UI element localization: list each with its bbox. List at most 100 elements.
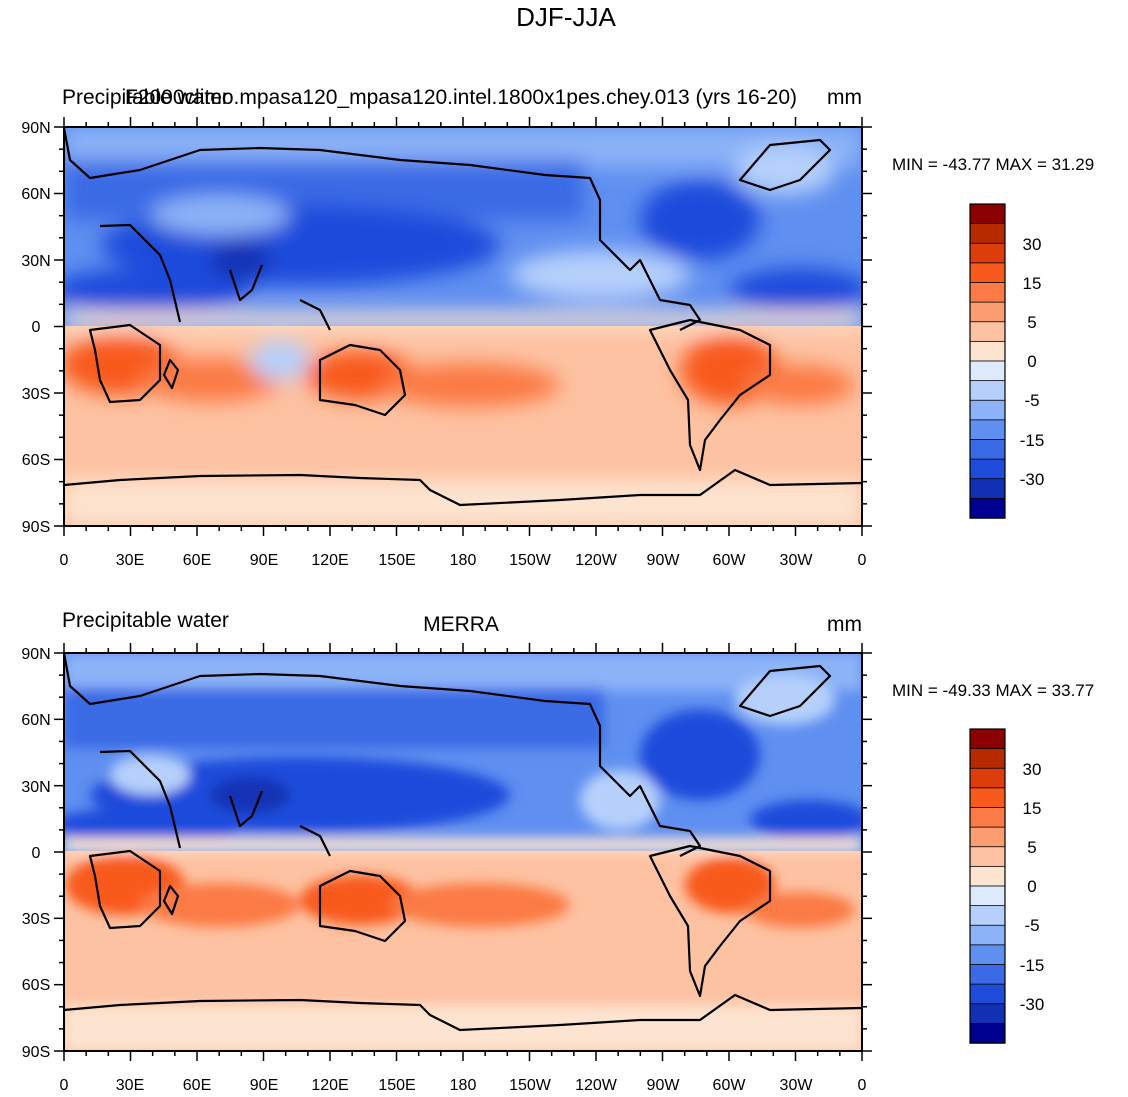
lon-tick-label: 90W [647,552,681,569]
lat-tick-label: 90S [22,1044,50,1061]
map-field [64,127,862,526]
panel-merra: Precipitable water MERRA mm [21,609,1094,1094]
colorbar-label: -5 [1024,916,1039,935]
figure-title: DJF-JJA [516,2,616,32]
lon-axis-labels: 0 30E 60E 90E 120E 150E 180 150W 120W 90… [60,552,867,569]
lon-tick-label: 0 [60,1077,69,1094]
lat-tick-label: 60S [22,977,50,994]
lat-tick-label: 90S [22,519,50,536]
colorbar-swatch [969,905,1006,926]
colorbar-swatch [969,1022,1006,1044]
colorbar-swatch [969,787,1006,809]
lon-tick-label: 60W [713,1077,747,1094]
lon-tick-label: 120W [575,1077,618,1094]
lon-tick-label: 30E [116,1077,144,1094]
min-max-label: MIN = -49.33 MAX = 33.77 [892,681,1094,700]
lon-tick-label: 90E [250,552,278,569]
lat-tick-label: 30N [21,253,50,270]
min-max-label: MIN = -43.77 MAX = 31.29 [892,155,1094,174]
colorbar-label: -5 [1024,391,1039,410]
colorbar-swatch [969,497,1006,519]
lat-axis-labels: 90N 60N 30N 0 30S 60S 90S [21,120,50,536]
colorbar-swatch [969,924,1006,946]
colorbar-swatch [969,262,1006,284]
lat-tick-label: 0 [32,319,41,336]
colorbar-swatch [969,242,1006,264]
axis-ticks [54,643,872,1061]
panel-units: mm [827,86,862,109]
colorbar-swatch [969,380,1006,401]
colorbar-swatch [969,223,1006,244]
lon-tick-label: 90W [647,1077,681,1094]
lon-tick-label: 150W [509,552,552,569]
colorbar-swatch [969,767,1006,789]
lon-tick-label: 60W [713,552,747,569]
panel-units: mm [827,613,862,636]
lon-tick-label: 0 [858,552,867,569]
colorbar-label: -15 [1020,431,1045,450]
lat-axis-labels: 90N 60N 30N 0 30S 60S 90S [21,646,50,1061]
panel-left-title: Precipitable water [62,609,229,632]
colorbar-label: 15 [1023,274,1042,293]
colorbar-swatch [969,203,1006,225]
lat-tick-label: 30N [21,779,50,796]
colorbar-swatch [969,964,1006,985]
lon-tick-label: 30W [780,552,814,569]
colorbar-swatch [969,944,1006,966]
colorbar-swatch [969,321,1006,343]
lon-tick-label: 60E [183,1077,211,1094]
colorbar: 30 15 5 0 -5 -15 -30 [969,728,1045,1044]
lat-tick-label: 30S [22,911,50,928]
colorbar-swatch [969,419,1006,441]
colorbar-label: 5 [1027,838,1036,857]
colorbar-swatch [969,1003,1006,1025]
colorbar-label: 30 [1023,235,1042,254]
colorbar-label: 0 [1027,352,1036,371]
lon-tick-label: 150W [509,1077,552,1094]
colorbar-swatch [969,865,1006,887]
colorbar-swatch [969,399,1006,421]
map-field [64,653,862,1051]
panel-left-title: Precipitable water [62,86,229,109]
colorbar-label: -30 [1020,995,1045,1014]
colorbar-label: 30 [1023,760,1042,779]
lat-tick-label: 90N [21,646,50,663]
colorbar-label: 5 [1027,313,1036,332]
colorbar-swatch [969,728,1006,750]
coastlines [62,127,863,507]
colorbar-swatch [969,748,1006,769]
lon-tick-label: 90E [250,1077,278,1094]
panel-center-title: MERRA [423,613,499,636]
lon-tick-label: 0 [858,1077,867,1094]
colorbar-swatch [969,360,1006,382]
lon-tick-label: 120E [311,1077,348,1094]
panel-center-title: F2000climo.mpasa120_mpasa120.intel.1800x… [125,86,797,109]
colorbar-swatch [969,846,1006,868]
lon-tick-label: 150E [378,1077,415,1094]
colorbar-swatch [969,282,1006,303]
lon-tick-label: 180 [450,1077,477,1094]
colorbar-swatch [969,478,1006,500]
colorbar-swatch [969,439,1006,460]
lon-tick-label: 180 [450,552,477,569]
lon-tick-label: 0 [60,552,69,569]
colorbar-swatch [969,340,1006,362]
colorbar-label: 15 [1023,799,1042,818]
colorbar-label: 0 [1027,877,1036,896]
lat-tick-label: 60N [21,186,50,203]
colorbar-swatch [969,807,1006,828]
lon-tick-label: 30E [116,552,144,569]
coastlines [62,652,863,1032]
lon-axis-labels: 0 30E 60E 90E 120E 150E 180 150W 120W 90… [60,1077,867,1094]
lat-tick-label: 60S [22,452,50,469]
lon-tick-label: 120E [311,552,348,569]
lon-tick-label: 60E [183,552,211,569]
lat-tick-label: 30S [22,386,50,403]
colorbar: 30 15 5 0 -5 -15 -30 [969,203,1045,519]
colorbar-swatch [969,885,1006,907]
colorbar-swatch [969,983,1006,1005]
lon-tick-label: 120W [575,552,618,569]
colorbar-swatch [969,301,1006,323]
colorbar-swatch [969,458,1006,480]
